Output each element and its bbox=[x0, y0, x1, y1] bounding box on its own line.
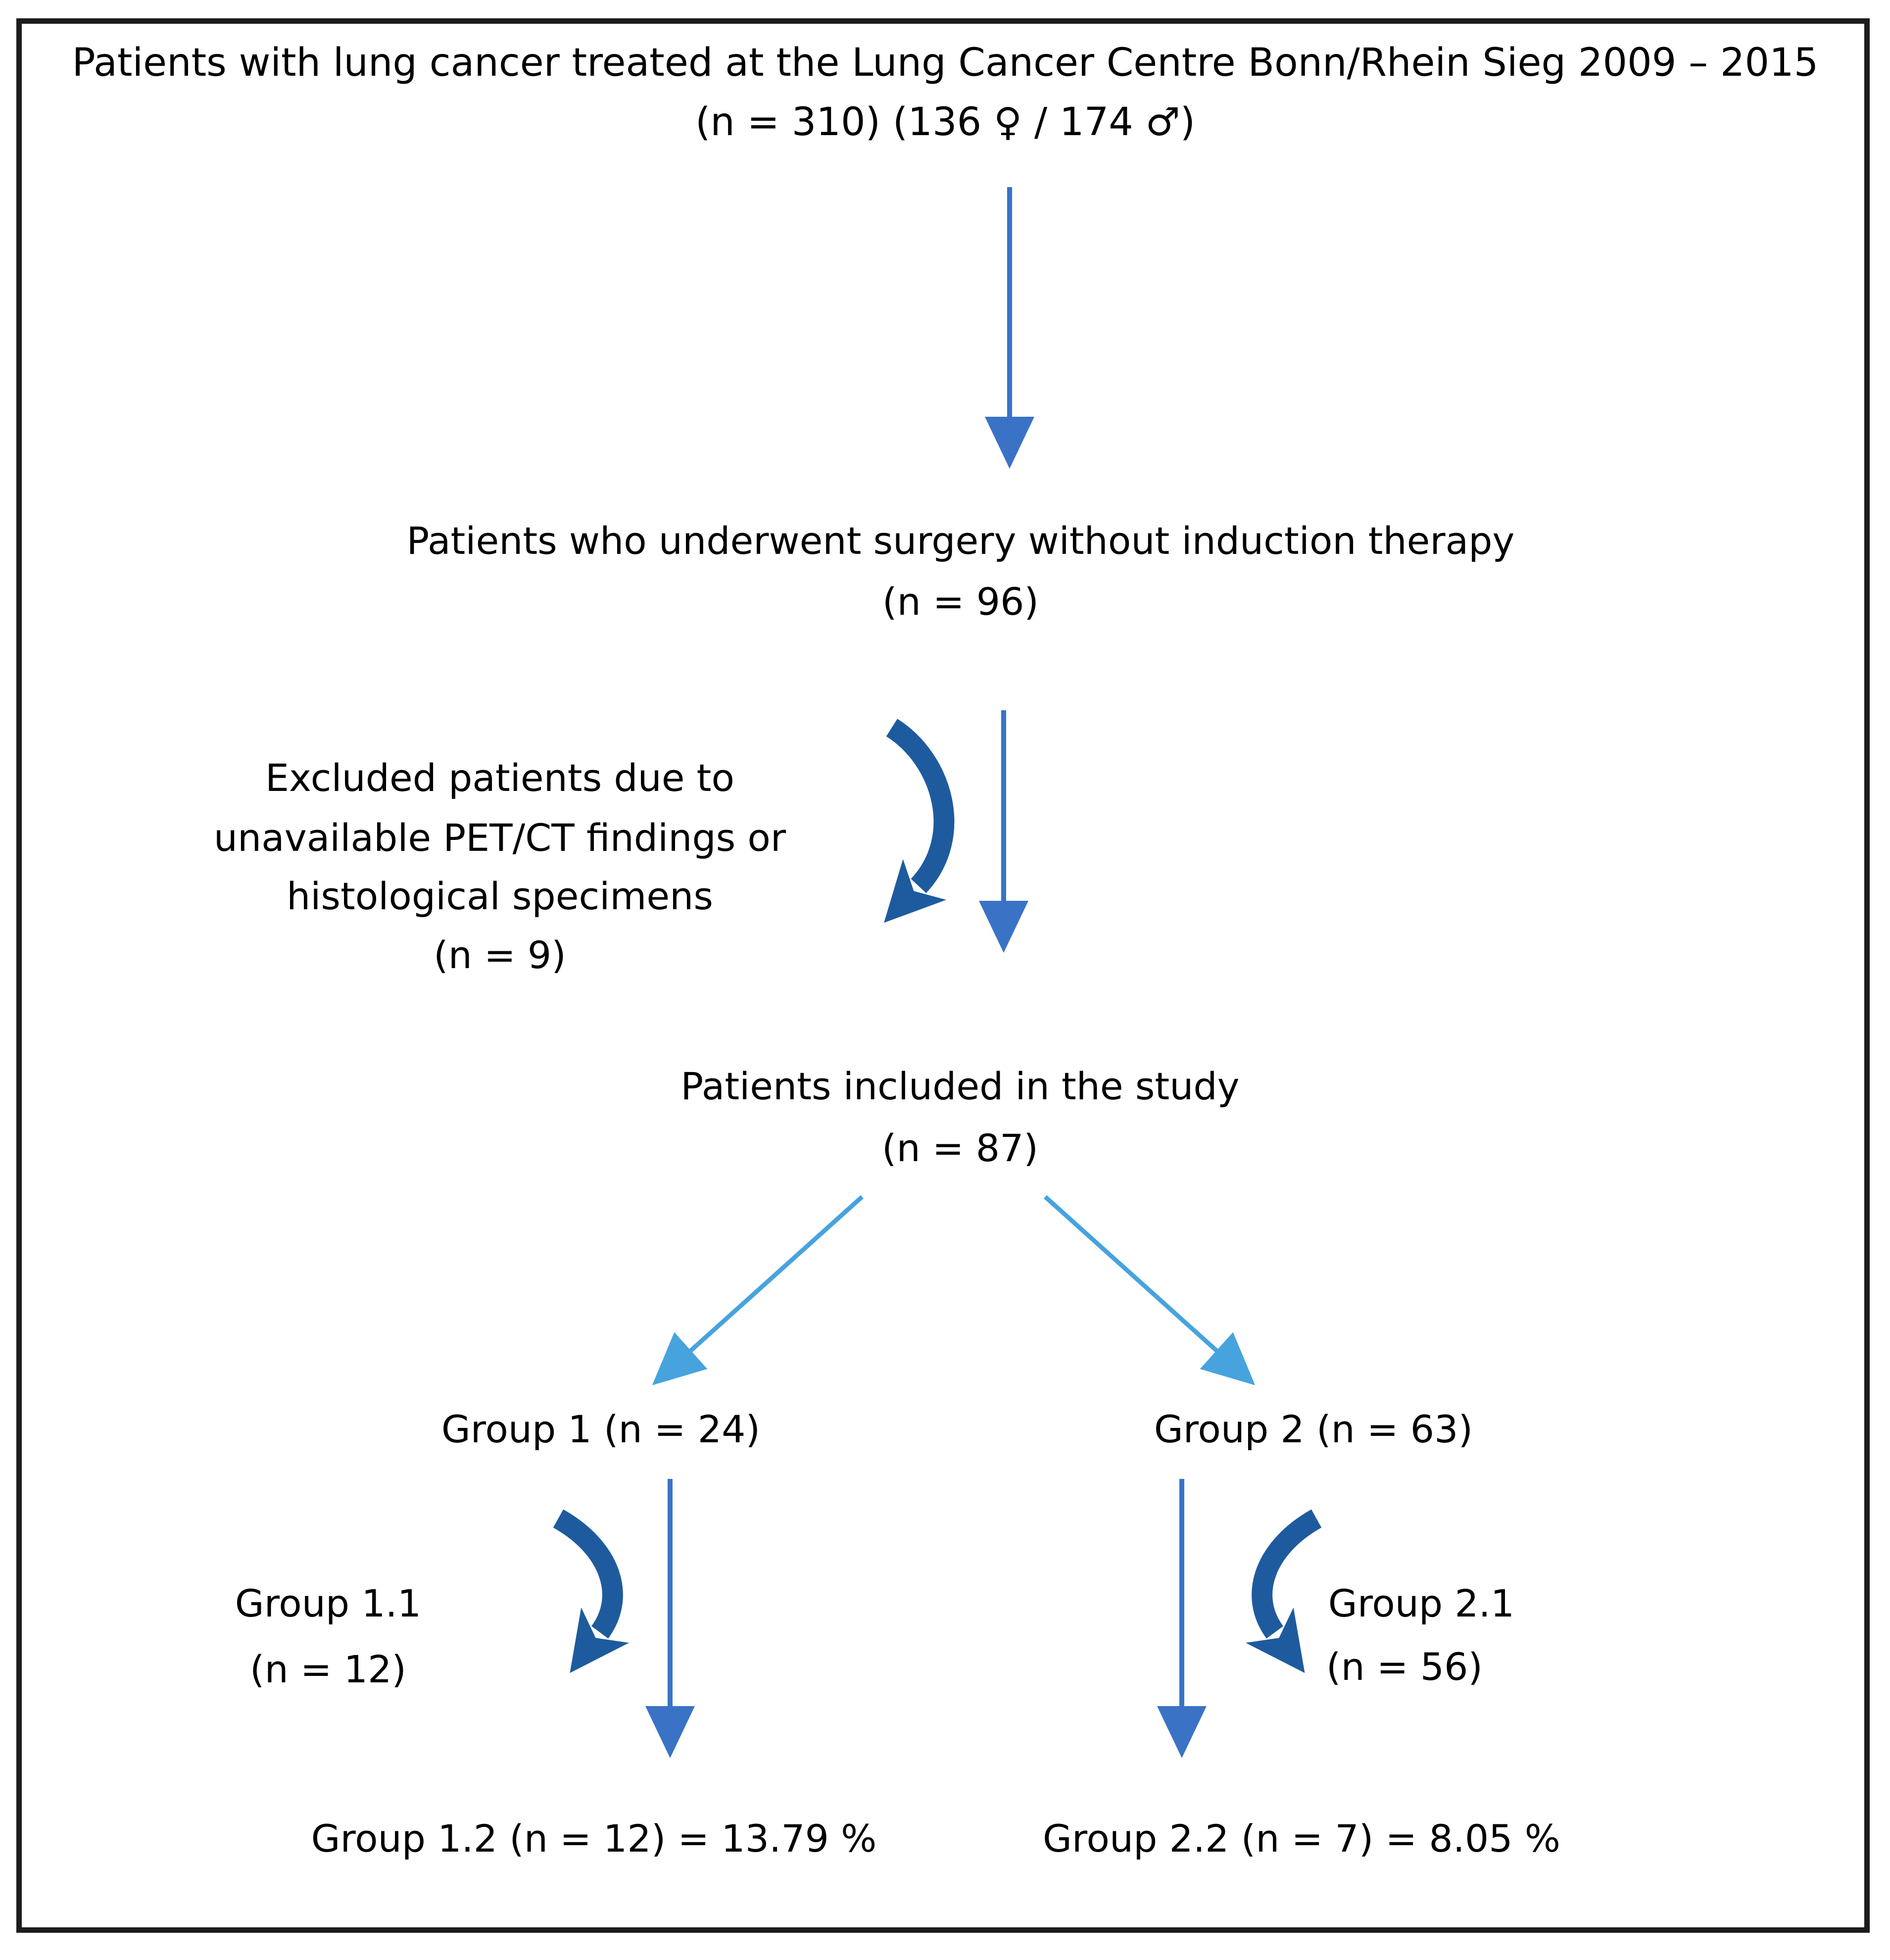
group2-label: Group 2 (n = 63) bbox=[1154, 1407, 1473, 1451]
curved-arrow-excluded bbox=[884, 719, 955, 923]
excluded-node-line3: histological specimens bbox=[287, 874, 713, 918]
title-line2: (n = 310) (136 ♀ / 174 ♂) bbox=[695, 100, 1196, 145]
group1-2-label: Group 1.2 (n = 12) = 13.79 % bbox=[311, 1816, 877, 1861]
group1-label: Group 1 (n = 24) bbox=[441, 1407, 761, 1451]
curved-arrow-group1-1 bbox=[553, 1509, 630, 1673]
group1-1-count: (n = 12) bbox=[249, 1647, 407, 1691]
group2-1-label: Group 2.1 bbox=[1328, 1581, 1515, 1625]
figure-border bbox=[16, 18, 1870, 1933]
curved-arrow-group2-1 bbox=[1245, 1509, 1322, 1673]
excluded-node-line2: unavailable PET/CT findings or bbox=[213, 816, 786, 860]
title-line1: Patients with lung cancer treated at the… bbox=[72, 41, 1819, 85]
excluded-node-line1: Excluded patients due to bbox=[265, 756, 734, 800]
excluded-node-count: (n = 9) bbox=[434, 933, 566, 977]
included-node-line1: Patients included in the study bbox=[680, 1064, 1240, 1108]
included-node-count: (n = 87) bbox=[881, 1126, 1039, 1170]
arrow-split-to-group1 bbox=[652, 1195, 864, 1385]
surgery-node-line1: Patients who underwent surgery without i… bbox=[406, 519, 1515, 563]
surgery-node-count: (n = 96) bbox=[882, 580, 1039, 624]
group2-2-label: Group 2.2 (n = 7) = 8.05 % bbox=[1043, 1816, 1560, 1861]
group1-1-label: Group 1.1 bbox=[235, 1581, 422, 1625]
arrow-split-to-group2 bbox=[1043, 1195, 1256, 1385]
group2-1-count: (n = 56) bbox=[1326, 1645, 1483, 1689]
